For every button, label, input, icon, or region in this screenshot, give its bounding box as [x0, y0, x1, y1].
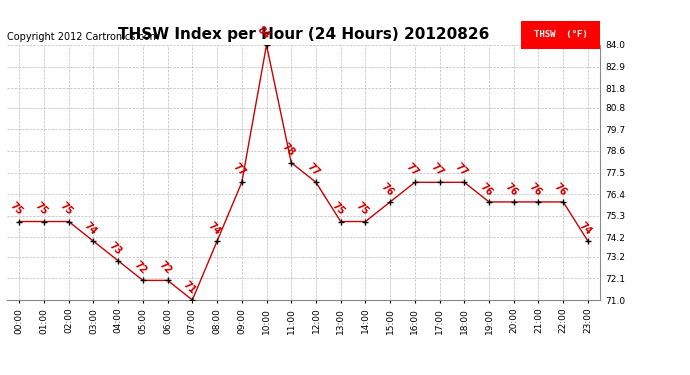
Text: 76: 76: [552, 181, 569, 198]
Text: 77: 77: [404, 162, 420, 178]
Text: 77: 77: [453, 162, 470, 178]
Text: 76: 76: [527, 181, 544, 198]
Text: 74: 74: [206, 220, 223, 237]
Title: THSW Index per Hour (24 Hours) 20120826: THSW Index per Hour (24 Hours) 20120826: [118, 27, 489, 42]
Text: THSW  (°F): THSW (°F): [534, 30, 587, 39]
Text: 76: 76: [478, 181, 495, 198]
Text: 75: 75: [33, 201, 50, 217]
Text: 72: 72: [157, 260, 173, 276]
Text: 84: 84: [255, 24, 272, 41]
Text: 71: 71: [181, 279, 198, 296]
Text: 72: 72: [132, 260, 148, 276]
Text: 75: 75: [8, 201, 25, 217]
Text: 78: 78: [280, 142, 297, 159]
Text: 75: 75: [330, 201, 346, 217]
Text: 76: 76: [503, 181, 520, 198]
Text: 73: 73: [107, 240, 124, 256]
Text: 77: 77: [305, 162, 322, 178]
Text: 74: 74: [82, 220, 99, 237]
Text: Copyright 2012 Cartronics.com: Copyright 2012 Cartronics.com: [7, 33, 159, 42]
Text: 76: 76: [379, 181, 395, 198]
Text: 77: 77: [230, 162, 247, 178]
Text: 77: 77: [428, 162, 445, 178]
Text: 74: 74: [577, 220, 593, 237]
Text: 75: 75: [58, 201, 75, 217]
Text: 75: 75: [355, 201, 371, 217]
